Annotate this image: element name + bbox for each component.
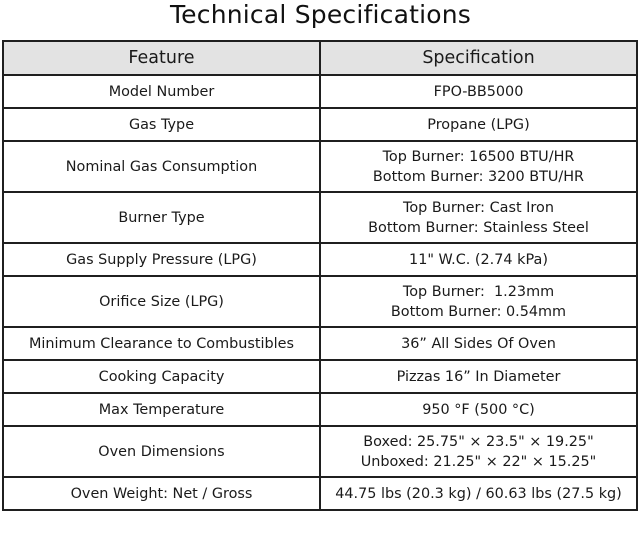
table-row: Minimum Clearance to Combustibles 36” Al…: [2, 326, 638, 361]
table-header-row: Feature Specification: [2, 40, 638, 76]
feature-cell: Minimum Clearance to Combustibles: [2, 326, 321, 361]
spec-cell: Top Burner: 16500 BTU/HR Bottom Burner: …: [319, 140, 638, 193]
spec-cell: Top Burner: Cast Iron Bottom Burner: Sta…: [319, 191, 638, 244]
spec-line: Top Burner: 1.23mm: [402, 283, 555, 300]
table-row: Oven Weight: Net / Gross 44.75 lbs (20.3…: [2, 476, 638, 511]
page-title: Technical Specifications: [169, 0, 472, 29]
spec-line: 44.75 lbs (20.3 kg) / 60.63 lbs (27.5 kg…: [335, 485, 622, 502]
feature-cell: Nominal Gas Consumption: [2, 140, 321, 193]
spec-cell: 11" W.C. (2.74 kPa): [319, 242, 638, 277]
specifications-table: Feature Specification Model Number FPO-B…: [2, 40, 638, 511]
feature-cell: Oven Dimensions: [2, 425, 321, 478]
feature-cell: Orifice Size (LPG): [2, 275, 321, 328]
column-header-feature: Feature: [2, 40, 321, 76]
table-row: Max Temperature 950 °F (500 °C): [2, 392, 638, 427]
spec-line: Bottom Burner: 3200 BTU/HR: [372, 168, 585, 185]
spec-line: Pizzas 16” In Diameter: [396, 368, 561, 385]
feature-cell: Gas Supply Pressure (LPG): [2, 242, 321, 277]
spec-line: Top Burner: 16500 BTU/HR: [382, 148, 575, 165]
spec-cell: 950 °F (500 °C): [319, 392, 638, 427]
spec-line: Bottom Burner: 0.54mm: [390, 303, 567, 320]
feature-cell: Cooking Capacity: [2, 359, 321, 394]
spec-line: 11" W.C. (2.74 kPa): [409, 251, 548, 268]
spec-line: Unboxed: 21.25" × 22" × 15.25": [360, 453, 597, 470]
spec-cell: 44.75 lbs (20.3 kg) / 60.63 lbs (27.5 kg…: [319, 476, 638, 511]
spec-line: Boxed: 25.75" × 23.5" × 19.25": [363, 433, 594, 450]
spec-cell: Pizzas 16” In Diameter: [319, 359, 638, 394]
table-row: Gas Supply Pressure (LPG) 11" W.C. (2.74…: [2, 242, 638, 277]
table-row: Burner Type Top Burner: Cast Iron Bottom…: [2, 191, 638, 244]
spec-cell: FPO-BB5000: [319, 74, 638, 109]
table-row: Oven Dimensions Boxed: 25.75" × 23.5" × …: [2, 425, 638, 478]
table-row: Orifice Size (LPG) Top Burner: 1.23mm Bo…: [2, 275, 638, 328]
table-row: Cooking Capacity Pizzas 16” In Diameter: [2, 359, 638, 394]
spec-line: Propane (LPG): [427, 116, 530, 133]
spec-line: Bottom Burner: Stainless Steel: [368, 219, 589, 236]
feature-cell: Oven Weight: Net / Gross: [2, 476, 321, 511]
spec-cell: Top Burner: 1.23mm Bottom Burner: 0.54mm: [319, 275, 638, 328]
feature-cell: Burner Type: [2, 191, 321, 244]
spec-cell: Propane (LPG): [319, 107, 638, 142]
spec-cell: 36” All Sides Of Oven: [319, 326, 638, 361]
feature-cell: Model Number: [2, 74, 321, 109]
column-header-specification: Specification: [319, 40, 638, 76]
spec-cell: Boxed: 25.75" × 23.5" × 19.25" Unboxed: …: [319, 425, 638, 478]
feature-cell: Max Temperature: [2, 392, 321, 427]
table-row: Gas Type Propane (LPG): [2, 107, 638, 142]
feature-cell: Gas Type: [2, 107, 321, 142]
spec-line: 950 °F (500 °C): [422, 401, 535, 418]
spec-line: 36” All Sides Of Oven: [401, 335, 556, 352]
table-row: Nominal Gas Consumption Top Burner: 1650…: [2, 140, 638, 193]
spec-line: Top Burner: Cast Iron: [403, 199, 554, 216]
spec-line: FPO-BB5000: [433, 83, 524, 100]
table-row: Model Number FPO-BB5000: [2, 74, 638, 109]
